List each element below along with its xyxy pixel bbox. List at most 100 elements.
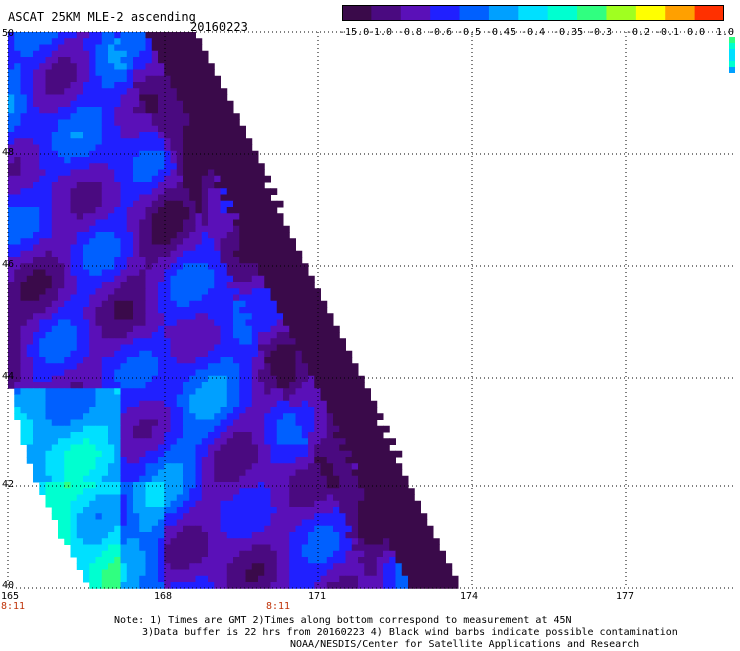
swath-cell	[214, 400, 221, 408]
swath-cell	[414, 557, 421, 564]
swath-cell	[276, 563, 284, 570]
swath-cell	[401, 532, 409, 539]
swath-cell	[214, 157, 221, 164]
swath-cell	[370, 544, 378, 552]
swath-cell	[301, 294, 309, 302]
swath-cell	[370, 519, 378, 527]
swath-cell	[151, 94, 159, 102]
swath-cell	[145, 325, 153, 333]
swath-cell	[233, 482, 240, 489]
swath-cell	[283, 313, 290, 320]
swath-cell	[76, 475, 84, 483]
swath-cell	[220, 338, 228, 345]
swath-cell	[270, 238, 278, 245]
swath-cell	[239, 182, 246, 189]
swath-cell	[289, 294, 296, 302]
swath-cell	[270, 525, 278, 533]
swath-cell	[226, 163, 234, 170]
swath-cell	[8, 332, 15, 339]
swath-cell	[408, 519, 415, 527]
swath-cell	[39, 488, 46, 495]
swath-cell	[20, 238, 28, 245]
product-title: ASCAT 25KM MLE-2 ascending	[8, 10, 196, 24]
swath-cell	[295, 538, 303, 545]
swath-cell	[45, 438, 53, 445]
swath-cell	[83, 407, 90, 414]
swath-cell	[251, 288, 259, 295]
swath-cell	[283, 407, 290, 414]
swath-cell	[83, 325, 90, 333]
swath-cell	[151, 375, 159, 383]
swath-cell	[276, 450, 284, 458]
swath-cell	[126, 169, 134, 177]
swath-cell	[101, 507, 109, 514]
swath-cell	[183, 125, 190, 133]
swath-cell	[33, 232, 40, 239]
swath-cell	[70, 150, 78, 158]
swath-cell	[58, 200, 65, 208]
swath-cell	[258, 163, 265, 170]
swath-cell	[158, 244, 165, 252]
swath-cell	[164, 419, 171, 427]
swath-cell	[95, 550, 103, 558]
swath-cell	[176, 163, 184, 170]
swath-cell	[83, 200, 90, 208]
swath-cell	[176, 363, 184, 370]
swath-cell	[58, 263, 65, 270]
swath-cell	[189, 563, 196, 570]
swath-cell	[108, 113, 115, 120]
swath-cell	[170, 507, 178, 514]
swath-cell	[270, 225, 278, 233]
swath-cell	[114, 82, 121, 89]
swath-cell	[83, 563, 90, 570]
swath-cell	[251, 550, 259, 558]
swath-cell	[308, 388, 315, 395]
swath-cell	[276, 525, 284, 533]
swath-cell	[289, 575, 296, 583]
swath-cell	[133, 394, 140, 402]
swath-cell	[214, 132, 221, 139]
swath-cell	[220, 200, 228, 208]
swath-cell	[145, 307, 153, 314]
swath-cell	[445, 563, 453, 570]
swath-cell	[308, 507, 315, 514]
swath-cell	[195, 438, 203, 445]
swath-cell	[270, 488, 278, 495]
swath-cell	[264, 257, 271, 264]
swath-cell	[95, 75, 103, 83]
swath-cell	[208, 425, 215, 433]
swath-cell	[108, 532, 115, 539]
swath-cell	[101, 457, 109, 464]
swath-cell	[176, 244, 184, 252]
swath-cell	[133, 294, 140, 302]
swath-cell	[108, 500, 115, 508]
swath-cell	[333, 344, 340, 352]
swath-cell	[251, 163, 259, 170]
swath-cell	[339, 457, 346, 464]
swath-cell	[58, 369, 65, 377]
swath-cell	[151, 263, 159, 270]
swath-cell	[120, 232, 128, 239]
swath-cell	[239, 463, 246, 470]
swath-cell	[276, 413, 284, 420]
swath-cell	[114, 263, 121, 270]
swath-cell	[70, 282, 78, 289]
swath-cell	[183, 244, 190, 252]
swath-cell	[14, 144, 21, 152]
swath-cell	[289, 450, 296, 458]
swath-cell	[195, 213, 203, 220]
swath-cell	[226, 507, 234, 514]
swath-cell	[58, 163, 65, 170]
swath-cell	[139, 332, 146, 339]
swath-cell	[226, 200, 234, 208]
swath-cell	[314, 463, 321, 470]
swath-cell	[233, 425, 240, 433]
swath-cell	[14, 413, 21, 420]
swath-cell	[270, 475, 278, 483]
swath-cell	[114, 413, 121, 420]
swath-cell	[70, 32, 78, 39]
swath-cell	[120, 213, 128, 220]
swath-cell	[239, 132, 246, 139]
swath-cell	[220, 269, 228, 277]
swath-cell	[326, 488, 334, 495]
